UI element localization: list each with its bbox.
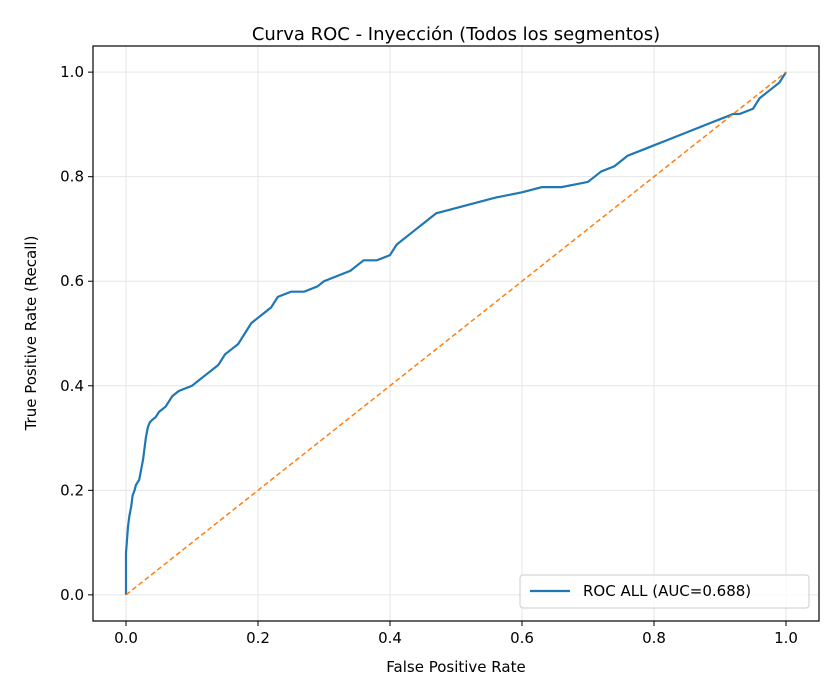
y-tick-label: 0.0 xyxy=(60,586,84,604)
legend: ROC ALL (AUC=0.688) xyxy=(519,574,810,609)
legend-box xyxy=(519,574,810,609)
plot-area xyxy=(92,45,820,622)
grid xyxy=(93,46,819,621)
y-tick-label: 0.6 xyxy=(60,272,84,290)
roc-curve xyxy=(124,71,787,595)
legend-label: ROC ALL (AUC=0.688) xyxy=(583,582,751,600)
y-axis-ticks: 0.0 0.2 0.4 0.6 0.8 1.0 xyxy=(60,63,93,604)
x-axis-label: False Positive Rate xyxy=(386,658,525,676)
y-axis-label: True Positive Rate (Recall) xyxy=(22,236,40,432)
diagonal-reference-line xyxy=(125,71,787,596)
x-axis-ticks: 0.0 0.2 0.4 0.6 0.8 1.0 xyxy=(114,621,798,647)
y-tick-label: 0.8 xyxy=(60,168,84,186)
chart-title: Curva ROC - Inyección (Todos los segment… xyxy=(252,24,660,45)
x-tick-label: 0.2 xyxy=(246,629,270,647)
x-tick-label: 0.6 xyxy=(510,629,534,647)
y-tick-label: 0.2 xyxy=(60,481,84,499)
x-tick-label: 1.0 xyxy=(774,629,798,647)
y-tick-label: 1.0 xyxy=(60,63,84,81)
plot-lines xyxy=(124,71,787,596)
x-tick-label: 0.4 xyxy=(378,629,402,647)
x-tick-label: 0.8 xyxy=(642,629,666,647)
x-tick-label: 0.0 xyxy=(114,629,138,647)
y-tick-label: 0.4 xyxy=(60,377,84,395)
